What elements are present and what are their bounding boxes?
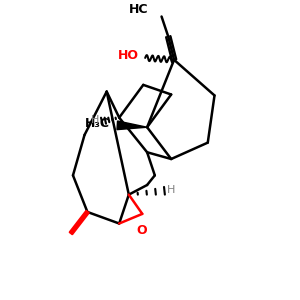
Text: HC: HC <box>129 2 148 16</box>
Text: H: H <box>91 115 99 124</box>
Text: H: H <box>167 185 176 195</box>
Text: HO: HO <box>117 50 138 62</box>
Text: O: O <box>136 224 147 238</box>
Polygon shape <box>117 121 147 130</box>
Text: H₃C: H₃C <box>85 117 110 130</box>
